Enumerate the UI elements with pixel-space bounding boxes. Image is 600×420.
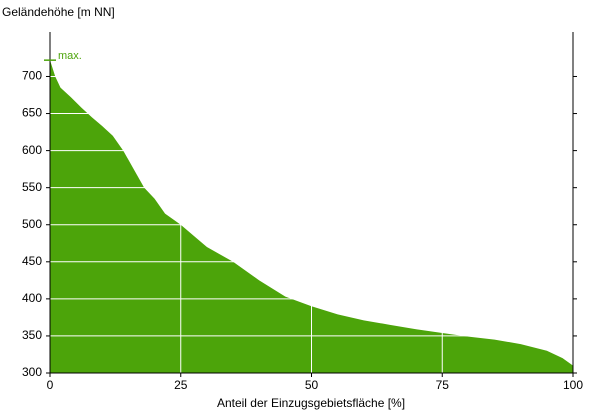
- y-tick-label: 700: [22, 69, 42, 83]
- y-tick-label: 500: [22, 217, 42, 231]
- y-tick-label: 350: [22, 328, 42, 342]
- y-tick-label: 600: [22, 143, 42, 157]
- x-tick-label: 25: [174, 378, 188, 392]
- y-tick-label: 400: [22, 291, 42, 305]
- y-axis-label: Geländehöhe [m NN]: [2, 5, 115, 19]
- y-tick-label: 450: [22, 254, 42, 268]
- y-tick-label: 650: [22, 106, 42, 120]
- x-tick-label: 75: [436, 378, 450, 392]
- y-tick-label: 550: [22, 180, 42, 194]
- x-tick-label: 0: [47, 378, 54, 392]
- x-tick-label: 50: [305, 378, 319, 392]
- annotation: max.: [58, 50, 82, 62]
- x-axis-label: Anteil der Einzugsgebietsfläche [%]: [217, 396, 405, 410]
- y-tick-label: 300: [22, 365, 42, 379]
- x-tick-label: 100: [563, 378, 583, 392]
